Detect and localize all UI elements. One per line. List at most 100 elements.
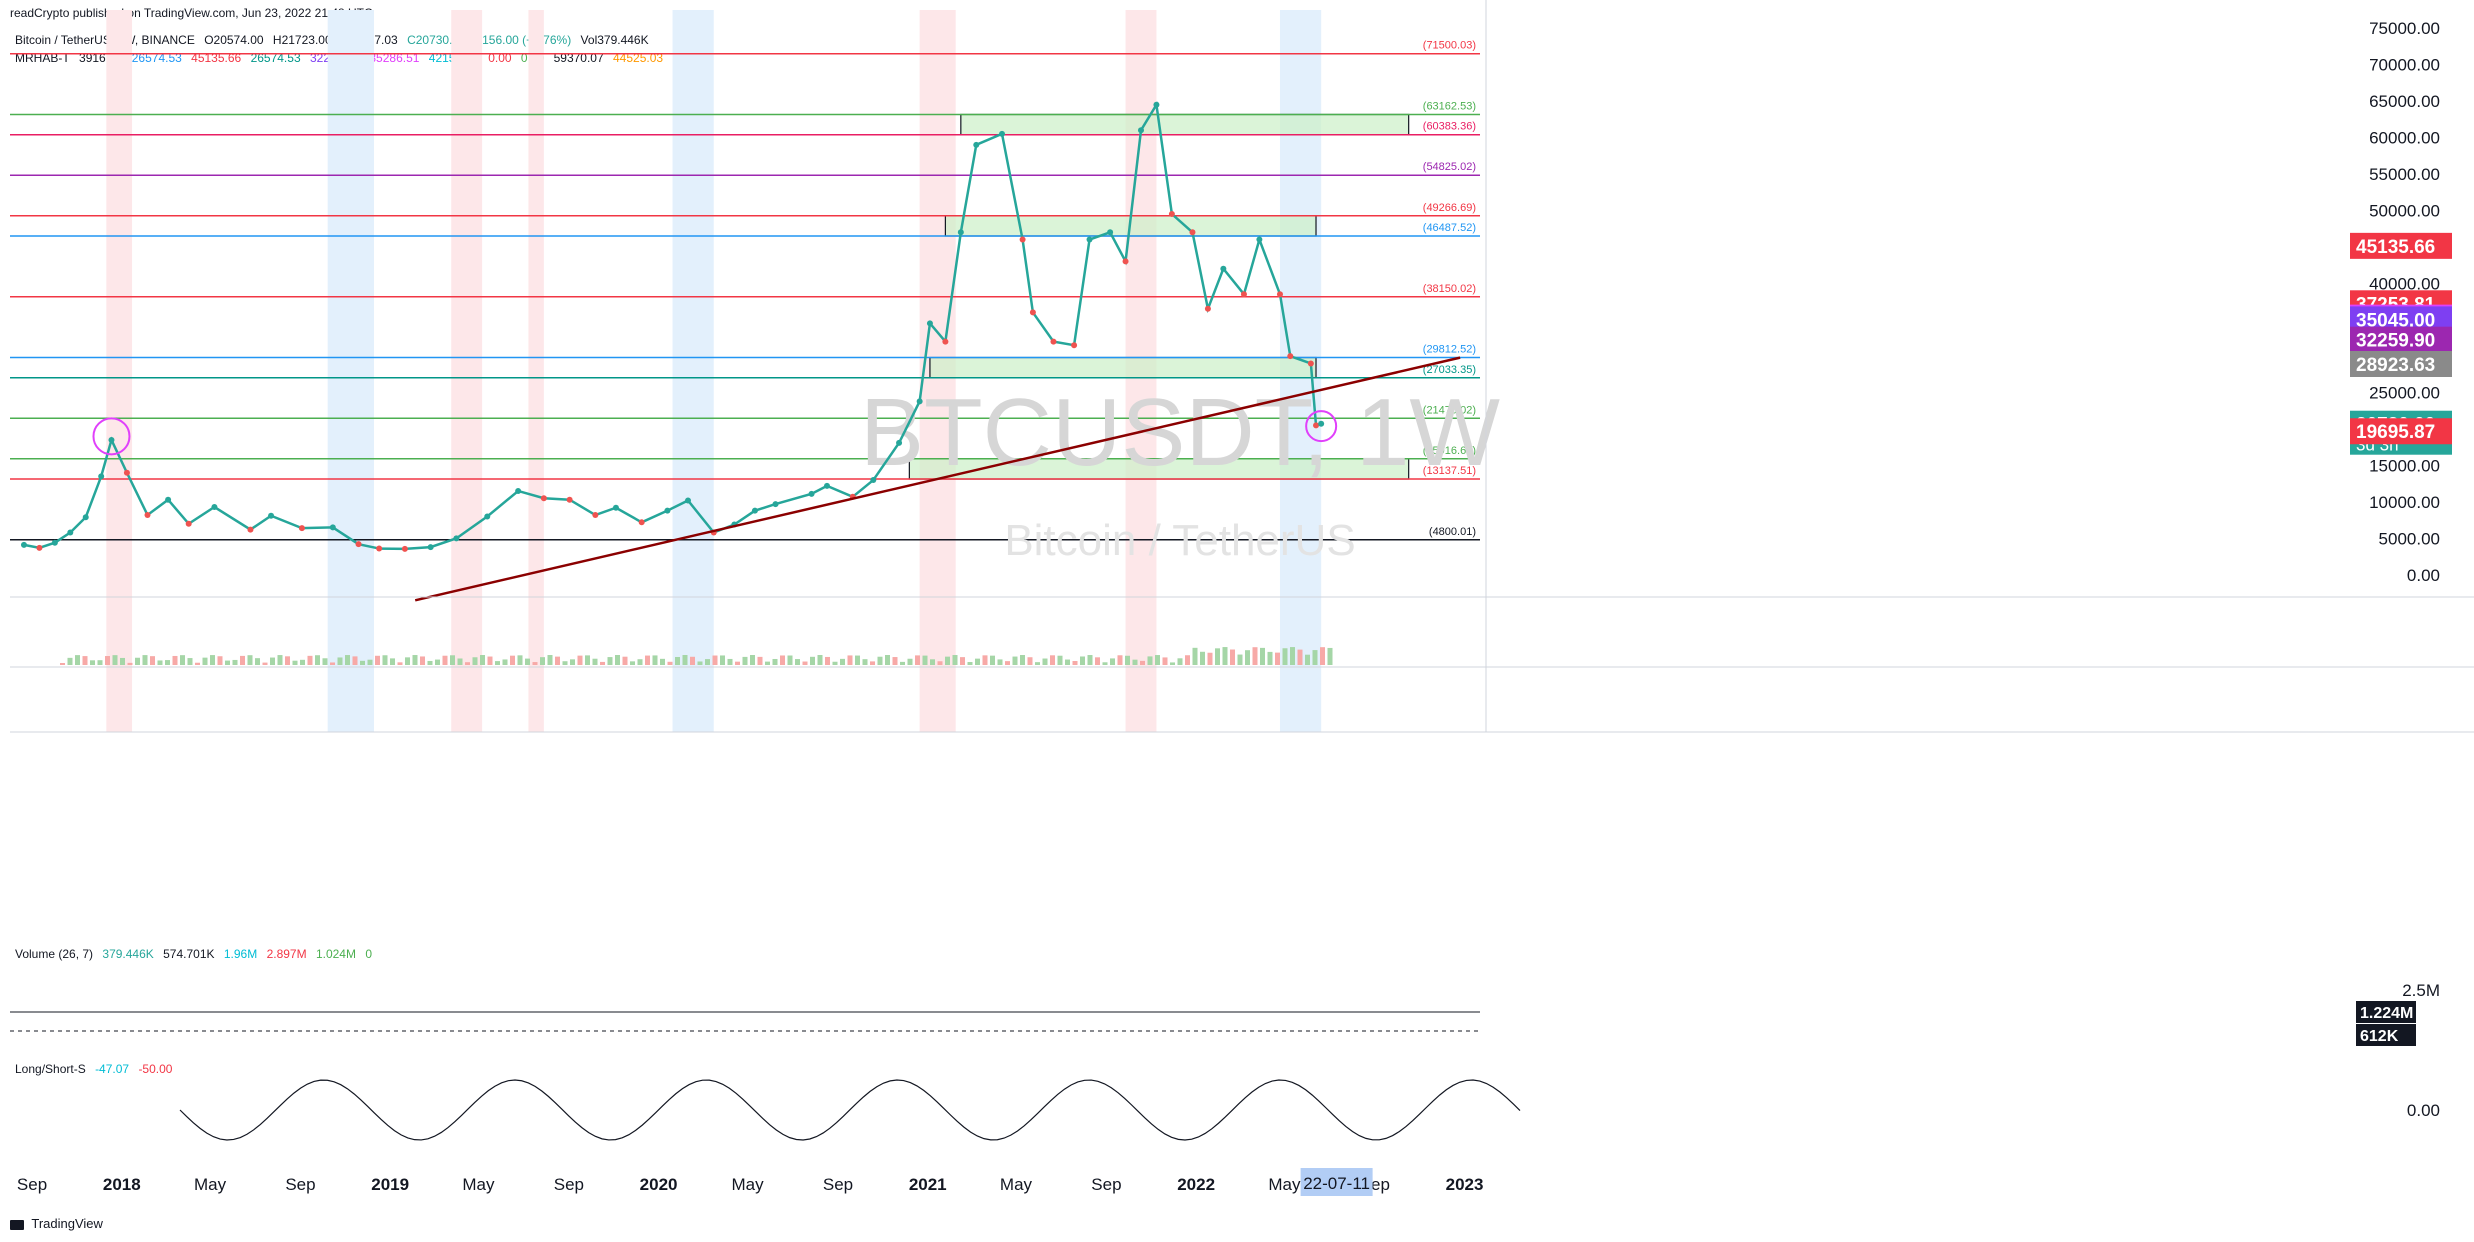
volume-bar [982,655,988,665]
price-badge [2350,351,2452,378]
price-level-label: (54825.02) [1423,161,1476,173]
volume-bar [682,655,688,665]
price-point [1276,291,1283,298]
symbol-name[interactable]: Bitcoin / TetherUS, 1W, BINANCE [15,33,195,47]
volume-bar [202,657,208,665]
price-point [685,497,692,504]
volume-bar [735,661,740,665]
price-point [592,512,599,519]
volume-bar [1320,647,1325,665]
volume-bar [157,660,163,665]
price-tick-label: 65000.00 [2369,92,2440,111]
volume-bar [900,661,905,665]
volume-bar [1170,662,1175,665]
volume-bar [930,659,935,665]
indicator-name[interactable]: MRHAB-T [15,51,70,65]
volume-value: Vol379.446K [580,33,649,47]
volume-bar [105,656,110,665]
volume-bar [142,655,148,665]
volume-bar [1230,649,1235,665]
volume-bar [382,655,388,665]
price-level-label: (21475.02) [1423,404,1476,416]
price-point [870,477,877,484]
volume-bar [97,660,103,665]
signal-band [451,10,483,732]
price-tick-label: 0.00 [2407,566,2440,585]
volume-bar [352,656,358,665]
volume-bar [1125,655,1130,665]
indicator-value: 44525.03 [613,51,664,65]
price-point [612,504,619,511]
price-point [51,539,58,546]
indicator-value: 0.00 [488,51,512,65]
volume-bar [90,660,95,665]
price-tick-label: 40000.00 [2369,274,2440,293]
price-badge [2350,326,2452,353]
time-tick-label: 2018 [103,1175,141,1194]
ls-title[interactable]: Long/Short-S [15,1062,86,1076]
volume-bar [802,661,808,665]
volume-bar [187,658,193,665]
footer-brand-label: TradingView [31,1216,103,1231]
footer-brand[interactable]: TradingView [10,1216,103,1231]
date-cursor-badge [1300,1168,1373,1196]
volume-bar [870,661,875,665]
price-point [1019,236,1026,243]
price-point [98,473,105,480]
volume-badge-label: 1.224M [2360,1005,2413,1022]
volume-badge [2356,1001,2416,1023]
volume-bar [217,656,223,665]
ls-legend: Long/Short-S -47.07 -50.00 [15,1062,172,1076]
volume-bar [450,655,455,665]
volume-bar [945,656,950,665]
price-point [453,535,460,542]
price-point [1137,127,1144,134]
volume-bar [330,662,335,665]
price-point [355,541,362,548]
price-tick-label: 10000.00 [2369,493,2440,512]
price-level-label: (60383.36) [1423,121,1476,133]
time-tick-label: 2022 [1177,1175,1215,1194]
volume-title[interactable]: Volume (26, 7) [15,947,94,961]
watermark-name: Bitcoin / TetherUS [1004,516,1355,565]
volume-bar [292,660,298,665]
volume-bar [952,655,958,665]
volume-bar [1207,652,1213,665]
volume-bar [877,656,883,665]
volume-bar [442,655,448,665]
volume-bar [1117,655,1123,665]
volume-bar [495,661,500,665]
volume-bar [1297,649,1303,665]
volume-bar [420,656,425,665]
volume-axis-label: 2.5M [2402,981,2440,1000]
volume-bar [150,656,155,665]
volume-bar [532,662,538,665]
volume-bar [1020,655,1025,665]
volume-bar [592,658,598,665]
volume-legend-value: 0 [365,947,372,961]
price-point [165,496,172,503]
volume-bar [645,655,650,665]
volume-bar [255,658,260,665]
price-point [1168,211,1175,218]
price-level-label: (63162.53) [1423,100,1476,112]
signal-band [106,10,133,732]
price-point [916,398,923,405]
volume-bar [1155,655,1160,665]
volume-bar [1027,657,1033,665]
time-tick-label: Sep [1091,1175,1121,1194]
volume-bar [585,655,590,665]
ls-legend-value: -47.07 [95,1062,130,1076]
volume-bar [1140,660,1145,665]
price-tick-label: 70000.00 [2369,56,2440,75]
indicator-value: 26574.53 [131,51,182,65]
volume-bar [885,655,890,665]
close-value: C20730.00 [407,33,466,47]
price-tick-label: 25000.00 [2369,384,2440,403]
price-point [1204,305,1211,312]
volume-bar [562,661,568,665]
volume-bar [712,655,718,665]
date-cursor-label: 22-07-11 [1303,1174,1370,1193]
volume-bar [622,656,628,665]
